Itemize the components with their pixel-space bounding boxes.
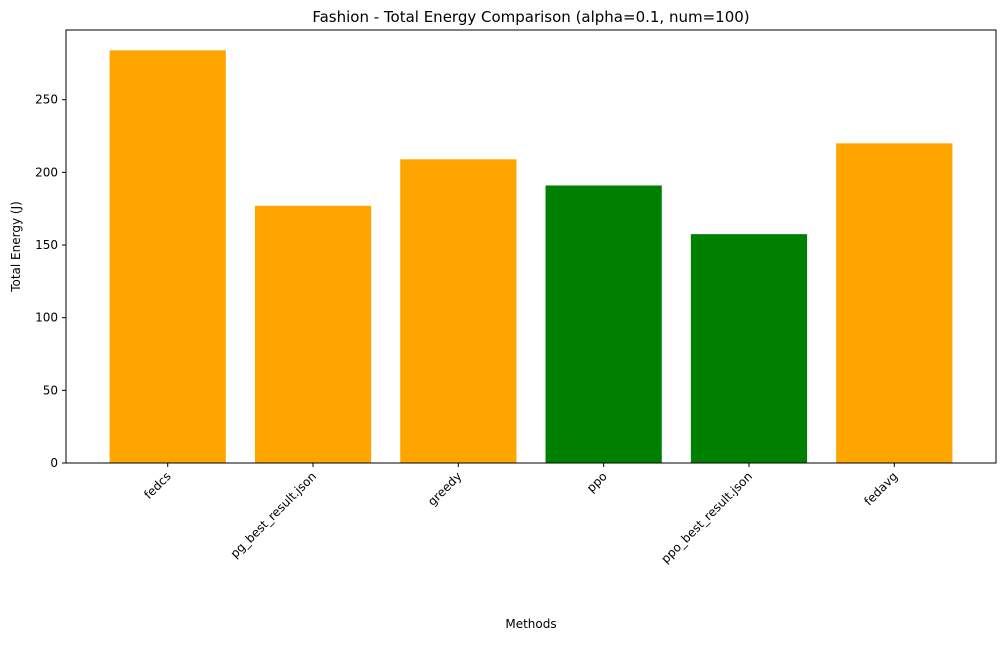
- y-tick-label: 0: [50, 456, 58, 470]
- bar-fedavg: [836, 143, 953, 463]
- x-tick-label: ppo: [584, 469, 610, 495]
- x-axis: fedcs pg_best_result.json greedy ppo ppo_bes…: [141, 463, 900, 566]
- bar-greedy: [400, 159, 517, 463]
- y-tick-label: 100: [35, 311, 58, 325]
- bar-ppo-best-result-json: [690, 234, 808, 463]
- x-tick-label: fedcs: [141, 469, 174, 502]
- y-tick-label: 200: [35, 165, 58, 179]
- x-tick-label: fedavg: [861, 469, 900, 508]
- y-tick-label: 150: [35, 238, 58, 252]
- x-tick-label: pg_best_result.json: [228, 469, 320, 561]
- x-tick-label: greedy: [425, 469, 464, 508]
- bar-fedcs: [109, 50, 226, 463]
- y-axis: 0 50 100 150 200 250: [35, 93, 66, 470]
- chart-title: Fashion - Total Energy Comparison (alpha…: [312, 8, 749, 26]
- bars-group: [109, 50, 953, 464]
- bar-pg-best-result-json: [254, 205, 372, 463]
- bar-ppo: [545, 185, 662, 464]
- x-axis-label: Methods: [505, 617, 556, 631]
- plot-frame: [65, 29, 997, 464]
- y-tick-label: 50: [43, 383, 58, 397]
- y-tick-label: 250: [35, 93, 58, 107]
- y-axis-label: Total Energy (J): [9, 201, 23, 293]
- x-tick-label: ppo_best_result.json: [658, 469, 755, 566]
